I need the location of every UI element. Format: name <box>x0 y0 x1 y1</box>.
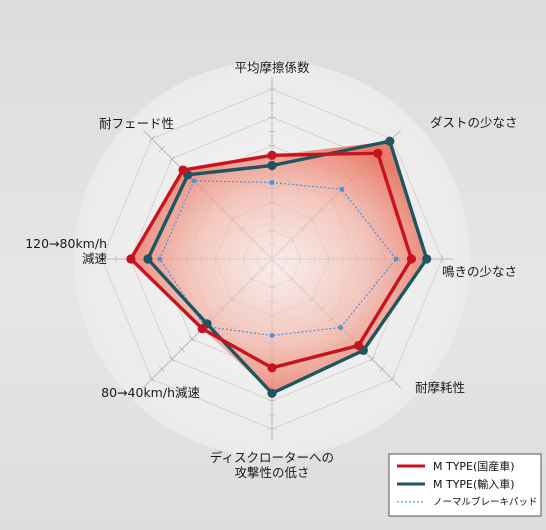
grid-tick <box>189 336 195 342</box>
series-1-point-0 <box>267 160 277 171</box>
grid-tick <box>159 366 165 372</box>
grid-tick <box>169 356 175 362</box>
series-2-point-6 <box>157 256 163 262</box>
axis-label-7: 耐フェード性 <box>99 116 174 131</box>
grid-tick <box>389 376 395 382</box>
grid-tick <box>369 356 375 362</box>
series-0-point-2 <box>406 254 416 264</box>
series-2-point-0 <box>269 180 275 185</box>
series-0-point-5 <box>197 324 207 334</box>
series-2-point-2 <box>393 256 399 262</box>
axis-label-6: 120→80km/h 減速 <box>25 236 107 266</box>
grid-tick <box>179 346 185 352</box>
series-1-point-2 <box>422 254 432 264</box>
axis-label-1: ダストの少なさ <box>430 115 518 130</box>
series-2-point-7 <box>191 178 197 184</box>
series-2-point-1 <box>339 186 345 192</box>
series-1-point-4 <box>267 388 277 398</box>
legend-label-series-0: M TYPE(国産車) <box>433 459 515 473</box>
series-0-point-4 <box>267 363 277 373</box>
grid-tick <box>379 366 385 372</box>
series-2-point-4 <box>269 333 275 338</box>
series-0-point-1 <box>373 148 383 158</box>
axis-label-0: 平均摩擦係数 <box>234 60 310 75</box>
axis-label-2: 鳴きの少なさ <box>442 264 517 279</box>
series-line-2 <box>159 180 397 337</box>
axis-label-4: ディスクローターへの攻撃性の低さ <box>210 450 334 480</box>
series-2-point-3 <box>338 325 343 330</box>
legend: M TYPE(国産車) M TYPE(輸入車) ノーマルブレーキパッド <box>388 453 542 517</box>
legend-label-series-1: M TYPE(輸入車) <box>433 477 515 491</box>
series-0-point-3 <box>353 340 364 351</box>
series-0-point-0 <box>267 150 277 160</box>
legend-label-series-2: ノーマルブレーキパッド <box>433 496 538 508</box>
series-1-point-1 <box>385 136 395 146</box>
grid-tick <box>149 376 155 382</box>
series-0-point-6 <box>126 254 136 264</box>
grid-tick <box>149 136 155 142</box>
axis-label-3: 耐摩耗性 <box>415 380 465 395</box>
series-0-point-7 <box>178 165 188 175</box>
grid-tick <box>159 146 165 152</box>
series-1-point-6 <box>143 254 153 264</box>
axis-label-5: 80→40km/h減速 <box>101 385 200 400</box>
grid-tick <box>169 156 175 162</box>
